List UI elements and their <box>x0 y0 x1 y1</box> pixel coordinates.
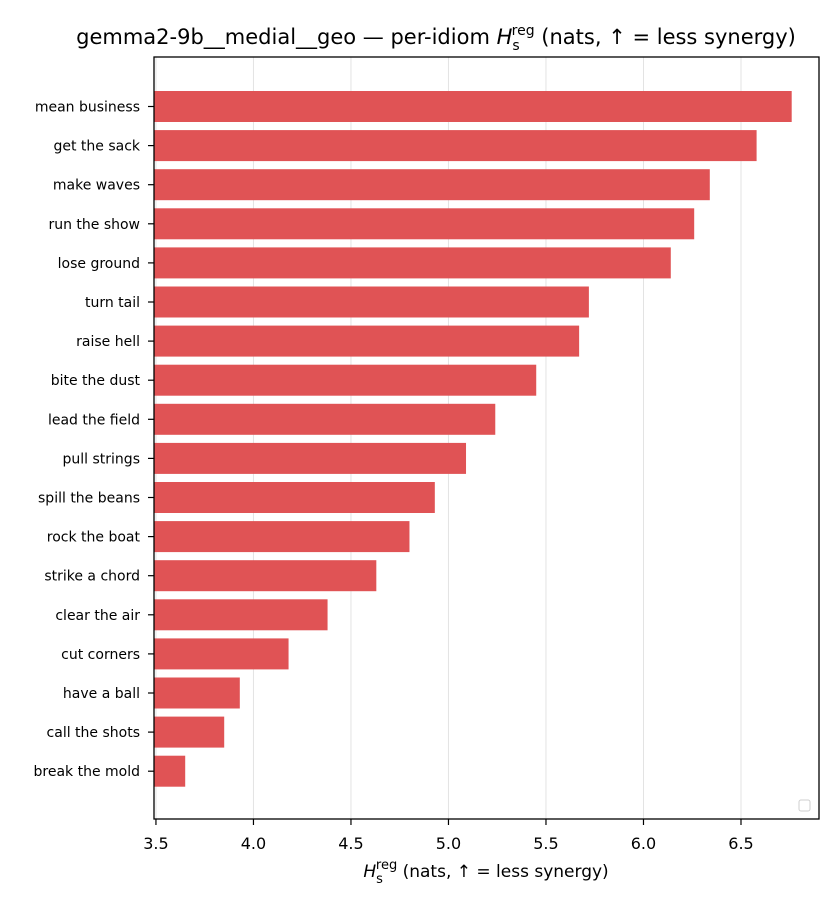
bar <box>154 482 435 513</box>
y-tick-label: clear the air <box>55 608 140 624</box>
x-axis-ticks: 3.5 4.0 4.5 5.0 5.5 6.0 6.5 <box>143 819 754 853</box>
xlabel-symbol: H <box>363 862 376 882</box>
y-tick-label: strike a chord <box>44 569 140 585</box>
bar <box>154 286 589 318</box>
title-symbol: H <box>497 25 513 49</box>
y-tick-label: make waves <box>53 178 140 194</box>
bar <box>154 403 496 435</box>
legend-box <box>798 799 811 812</box>
bar <box>154 169 710 201</box>
x-tick-label: 3.5 <box>143 834 168 853</box>
y-tick-label: lead the field <box>48 412 140 428</box>
y-tick-label: get the sack <box>53 139 140 155</box>
title-superscript: reg <box>512 23 535 39</box>
bar <box>154 91 792 122</box>
title-subscript: s <box>512 38 519 54</box>
y-tick-label: run the show <box>48 217 140 233</box>
x-tick-label: 5.5 <box>533 834 558 853</box>
bar <box>154 325 580 357</box>
bar <box>154 599 328 631</box>
y-tick-label: bite the dust <box>51 373 141 389</box>
x-tick-label: 6.0 <box>631 834 656 853</box>
x-tick-label: 4.5 <box>338 834 363 853</box>
x-axis-label: Hsreg (nats, ↑ = less synergy) <box>363 858 608 887</box>
xlabel-suffix: (nats, ↑ = less synergy) <box>397 862 608 882</box>
y-tick-label: raise hell <box>76 334 140 350</box>
y-tick-label: mean business <box>35 100 140 116</box>
xlabel-subscript: s <box>376 872 383 887</box>
bar <box>154 677 240 709</box>
x-tick-label: 6.5 <box>728 834 753 853</box>
y-tick-label: cut corners <box>61 647 140 663</box>
bar <box>154 247 671 279</box>
y-tick-label: call the shots <box>47 725 140 741</box>
y-tick-label: pull strings <box>63 451 140 467</box>
bar <box>154 560 377 592</box>
y-tick-label: break the mold <box>34 764 141 780</box>
bar <box>154 521 410 553</box>
bar <box>154 364 537 396</box>
x-tick-label: 5.0 <box>436 834 461 853</box>
bars <box>154 91 792 787</box>
plot-frame <box>153 56 820 820</box>
y-axis-ticks: mean business get the sack make waves run t… <box>34 100 154 780</box>
bar <box>154 755 186 787</box>
bar <box>154 716 225 748</box>
bar <box>154 130 757 162</box>
title-prefix: gemma2-9b__medial__geo — per-idiom <box>76 25 496 50</box>
bar <box>154 638 289 670</box>
bar <box>154 208 695 240</box>
chart-title: gemma2-9b__medial__geo — per-idiom Hsreg… <box>76 23 796 54</box>
x-tick-label: 4.0 <box>241 834 266 853</box>
y-tick-label: spill the beans <box>38 491 140 507</box>
xlabel-superscript: reg <box>376 858 397 873</box>
y-tick-label: lose ground <box>58 256 140 272</box>
title-suffix: (nats, ↑ = less synergy) <box>535 25 796 49</box>
y-tick-label: turn tail <box>85 295 140 311</box>
y-tick-label: have a ball <box>63 686 140 702</box>
y-tick-label: rock the boat <box>47 530 141 546</box>
bar <box>154 442 467 474</box>
